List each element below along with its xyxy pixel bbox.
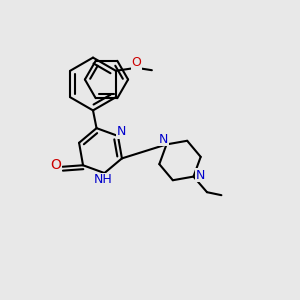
Text: N: N (117, 125, 126, 138)
Text: N: N (195, 169, 205, 182)
Text: O: O (51, 158, 62, 172)
Text: O: O (131, 56, 141, 69)
Text: NH: NH (94, 173, 112, 186)
Text: N: N (159, 133, 168, 146)
